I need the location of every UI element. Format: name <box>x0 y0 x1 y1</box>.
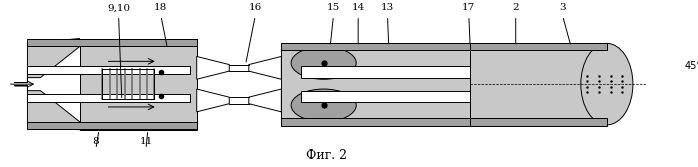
Ellipse shape <box>581 43 633 125</box>
FancyBboxPatch shape <box>301 91 581 102</box>
Ellipse shape <box>291 89 356 122</box>
Text: 3: 3 <box>559 4 566 13</box>
Polygon shape <box>197 89 229 112</box>
FancyBboxPatch shape <box>27 66 190 74</box>
FancyBboxPatch shape <box>470 118 607 126</box>
Text: 9,10: 9,10 <box>107 4 130 13</box>
FancyBboxPatch shape <box>27 94 190 102</box>
Polygon shape <box>197 56 229 79</box>
FancyBboxPatch shape <box>27 39 197 46</box>
Text: 2: 2 <box>512 4 519 13</box>
Polygon shape <box>248 56 281 79</box>
FancyBboxPatch shape <box>470 43 607 125</box>
Text: 14: 14 <box>352 4 365 13</box>
Text: 11: 11 <box>140 137 153 146</box>
Text: 17: 17 <box>462 4 475 13</box>
Polygon shape <box>248 89 281 112</box>
FancyBboxPatch shape <box>281 43 600 50</box>
FancyBboxPatch shape <box>301 66 581 78</box>
FancyBboxPatch shape <box>470 43 607 50</box>
Polygon shape <box>15 39 80 82</box>
FancyBboxPatch shape <box>281 118 600 126</box>
Ellipse shape <box>291 47 356 79</box>
Text: 45°: 45° <box>685 61 698 71</box>
Text: 16: 16 <box>248 4 262 13</box>
Text: 13: 13 <box>381 4 394 13</box>
FancyBboxPatch shape <box>27 122 197 129</box>
FancyBboxPatch shape <box>80 39 197 130</box>
Polygon shape <box>15 86 80 130</box>
Text: 15: 15 <box>327 4 340 13</box>
Text: Фиг. 2: Фиг. 2 <box>306 149 348 162</box>
Text: 8: 8 <box>92 137 99 146</box>
Text: 18: 18 <box>154 4 168 13</box>
FancyBboxPatch shape <box>281 43 470 125</box>
